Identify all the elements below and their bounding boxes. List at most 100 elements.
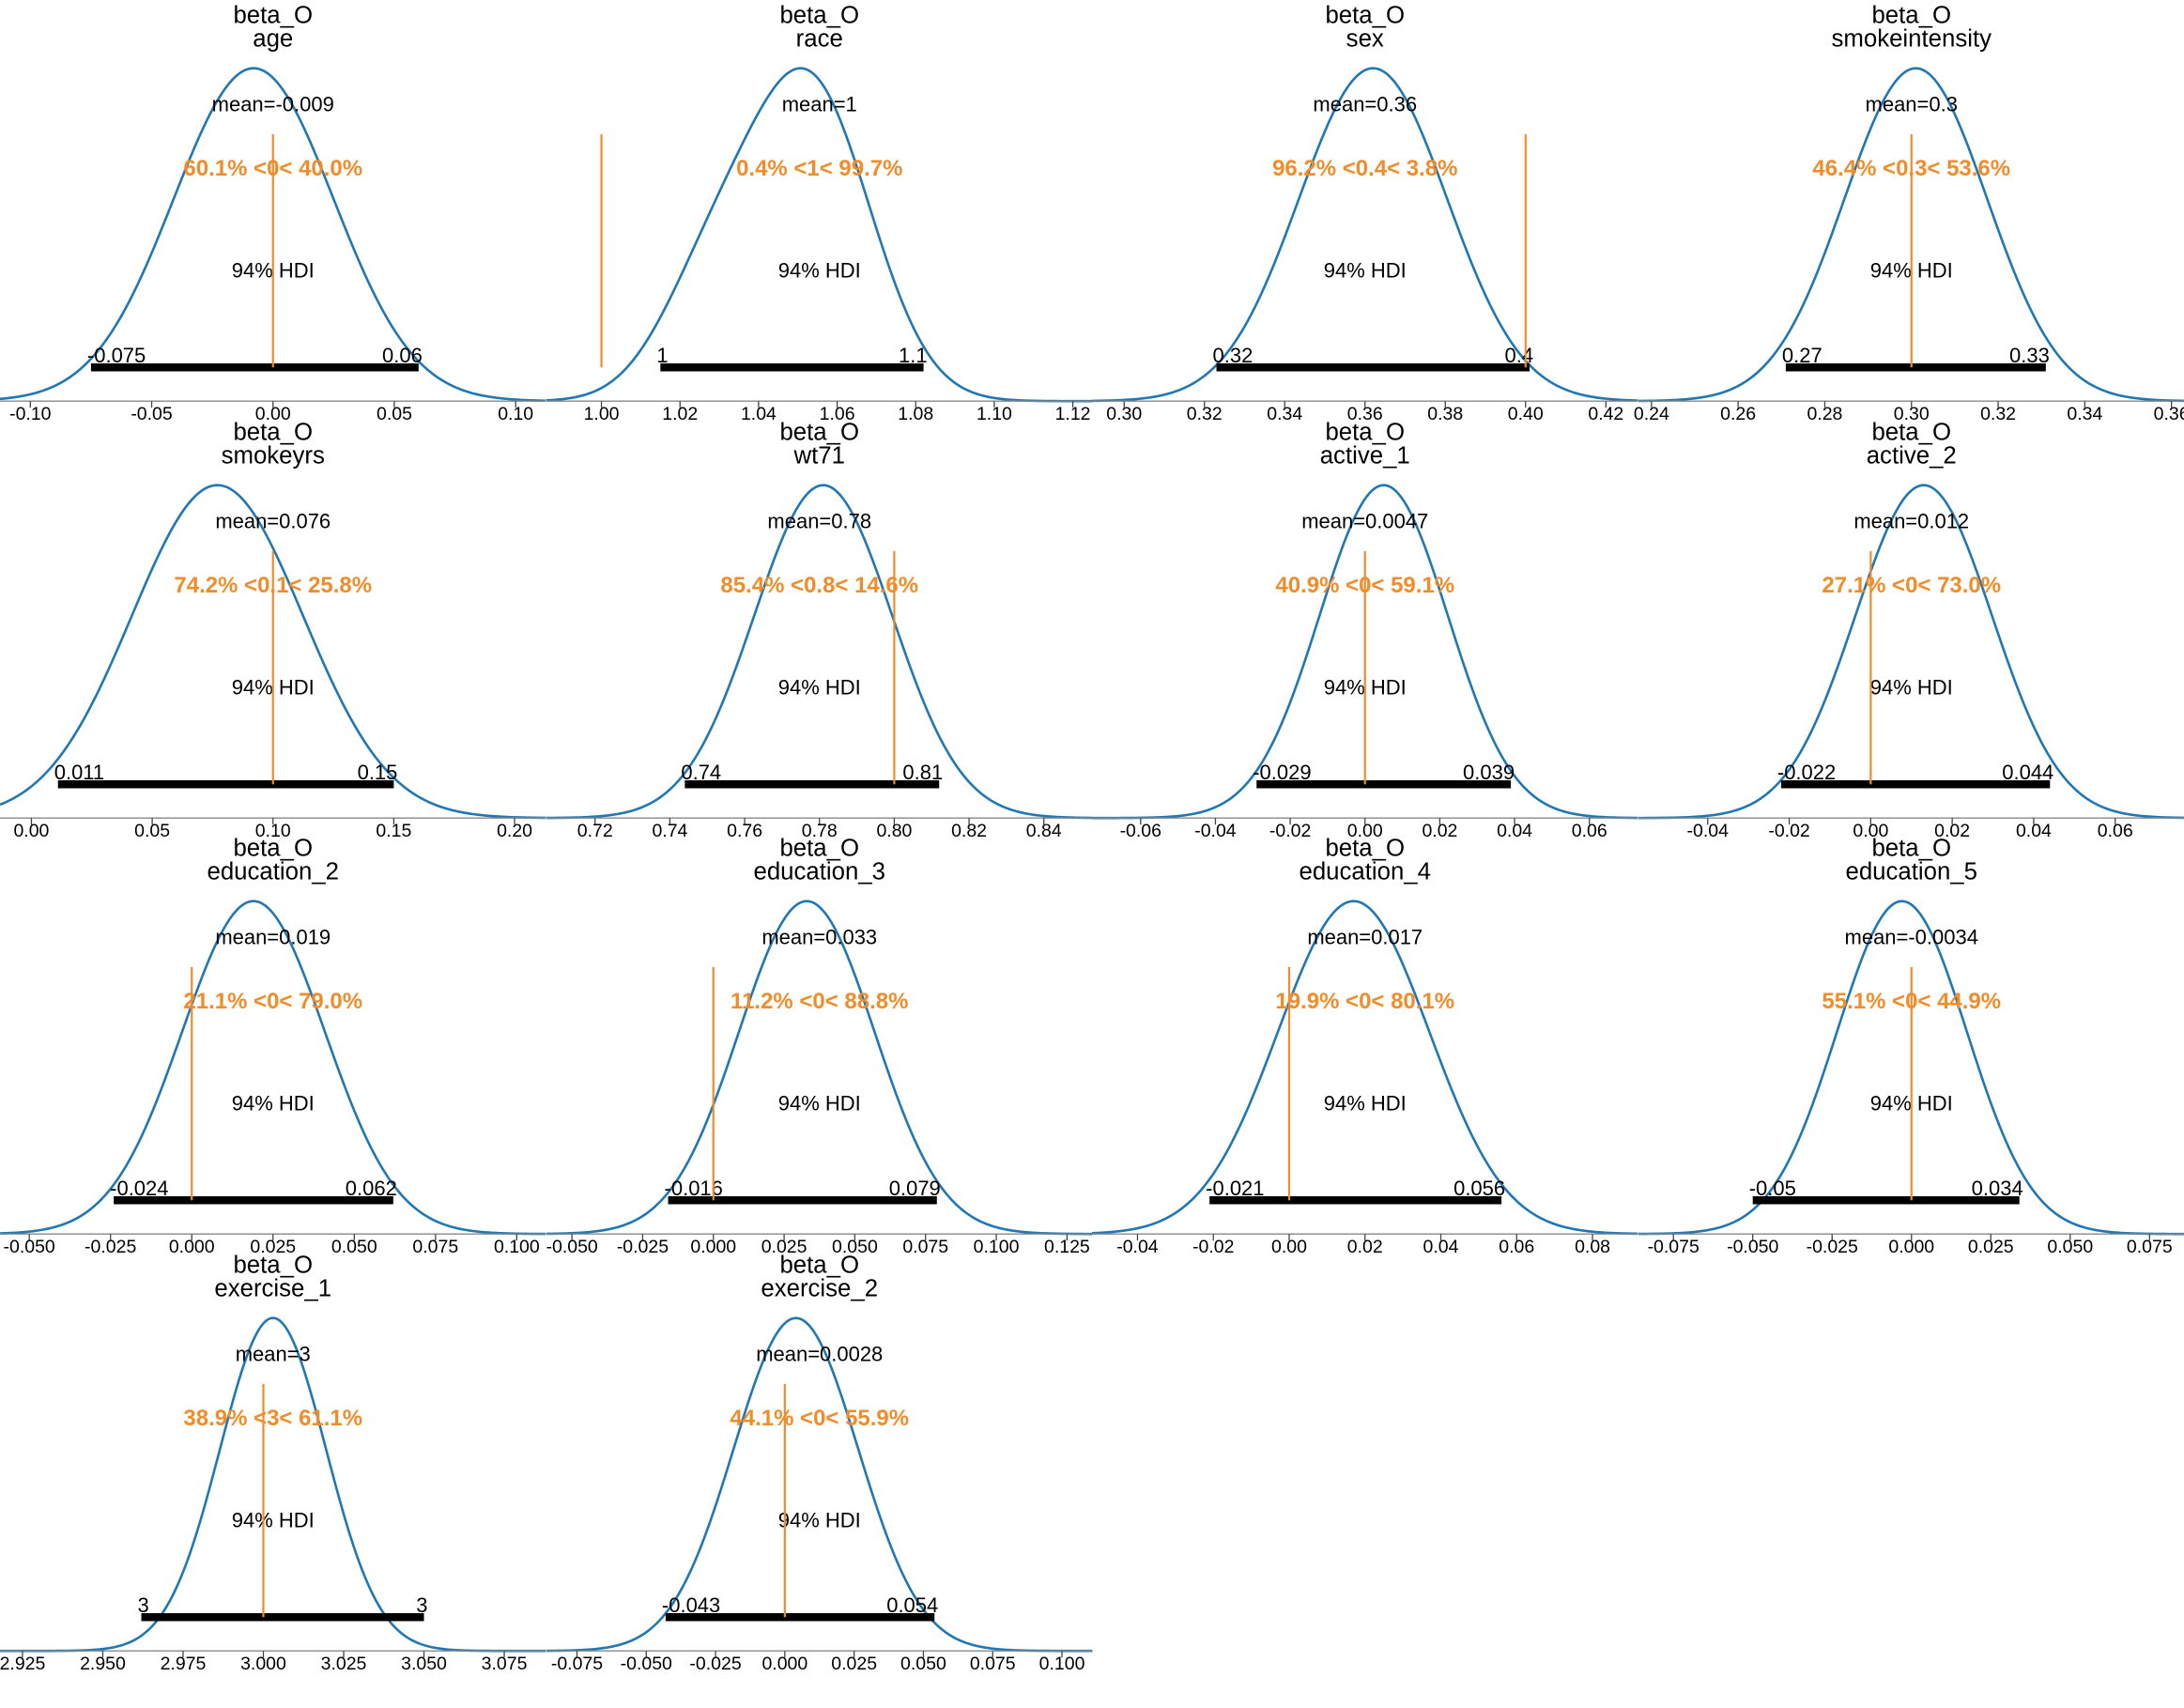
svg-text:0.025: 0.025 [1967,1237,2013,1257]
svg-text:0.000: 0.000 [761,1654,807,1674]
svg-text:3: 3 [416,1593,427,1617]
svg-text:race: race [795,25,842,52]
svg-text:2.925: 2.925 [0,1654,45,1674]
svg-text:-0.029: -0.029 [1253,761,1311,784]
svg-text:beta_O: beta_O [1325,419,1405,445]
svg-text:-0.021: -0.021 [1206,1177,1264,1200]
svg-text:0.050: 0.050 [900,1654,946,1674]
svg-text:1: 1 [656,344,668,367]
svg-text:mean=0.017: mean=0.017 [1307,926,1423,949]
svg-text:education_2: education_2 [208,859,340,885]
svg-text:3.025: 3.025 [321,1654,367,1674]
svg-text:-0.025: -0.025 [689,1654,741,1674]
svg-text:0.100: 0.100 [1038,1654,1084,1674]
svg-text:-0.024: -0.024 [110,1177,168,1200]
svg-text:3: 3 [138,1593,149,1617]
svg-text:0.02: 0.02 [1347,1237,1383,1257]
svg-text:mean=-0.009: mean=-0.009 [212,92,334,115]
svg-text:-0.02: -0.02 [1192,1237,1234,1257]
svg-text:beta_O: beta_O [1325,836,1405,862]
svg-text:beta_O: beta_O [1871,419,1951,445]
svg-text:3.050: 3.050 [401,1654,447,1674]
svg-text:mean=0.3: mean=0.3 [1865,92,1957,115]
svg-text:0.08: 0.08 [1575,1237,1610,1257]
svg-text:0.4: 0.4 [1504,344,1533,367]
svg-text:3.075: 3.075 [482,1654,528,1674]
svg-text:mean=0.0047: mean=0.0047 [1301,509,1428,532]
svg-text:mean=0.78: mean=0.78 [767,509,871,532]
svg-text:0.04: 0.04 [1423,1237,1459,1257]
svg-text:mean=0.019: mean=0.019 [215,926,331,949]
svg-text:38.9% <3< 61.1%: 38.9% <3< 61.1% [183,1405,362,1430]
svg-text:beta_O: beta_O [1325,3,1405,29]
svg-text:85.4% <0.8< 14.6%: 85.4% <0.8< 14.6% [720,572,918,597]
svg-text:beta_O: beta_O [1871,3,1951,29]
svg-text:0.025: 0.025 [831,1654,877,1674]
svg-text:beta_O: beta_O [779,1252,859,1278]
svg-text:-0.075: -0.075 [87,344,146,367]
svg-text:0.27: 0.27 [1781,344,1822,367]
svg-text:0.74: 0.74 [681,761,721,784]
svg-text:0.15: 0.15 [358,761,398,784]
svg-text:3.000: 3.000 [240,1654,286,1674]
svg-text:wt71: wt71 [792,442,844,469]
svg-text:94% HDI: 94% HDI [777,1508,860,1531]
svg-text:94% HDI: 94% HDI [232,1508,315,1531]
svg-text:beta_O: beta_O [1871,836,1951,862]
svg-text:94% HDI: 94% HDI [1869,675,1952,699]
svg-text:-0.025: -0.025 [1806,1237,1857,1257]
svg-text:0.039: 0.039 [1463,761,1515,784]
svg-text:smokeyrs: smokeyrs [222,442,325,469]
svg-text:age: age [253,25,293,52]
svg-text:mean=0.36: mean=0.36 [1313,92,1417,115]
svg-text:94% HDI: 94% HDI [777,675,860,699]
svg-text:exercise_1: exercise_1 [214,1275,331,1301]
svg-text:94% HDI: 94% HDI [1324,258,1407,282]
svg-text:active_1: active_1 [1320,442,1410,469]
svg-text:96.2% <0.4< 3.8%: 96.2% <0.4< 3.8% [1272,156,1457,181]
svg-text:sex: sex [1346,25,1384,52]
svg-text:mean=-0.0034: mean=-0.0034 [1844,926,1977,949]
svg-text:mean=3: mean=3 [236,1342,311,1365]
svg-text:0.00: 0.00 [1271,1237,1307,1257]
svg-text:94% HDI: 94% HDI [232,1092,315,1116]
svg-text:education_5: education_5 [1845,859,1977,885]
svg-text:19.9% <0< 80.1%: 19.9% <0< 80.1% [1275,989,1454,1014]
svg-text:beta_O: beta_O [779,836,859,862]
svg-text:44.1% <0< 55.9%: 44.1% <0< 55.9% [730,1405,909,1430]
svg-text:0.33: 0.33 [2009,344,2050,367]
svg-text:beta_O: beta_O [233,1252,313,1278]
svg-text:education_4: education_4 [1300,859,1432,885]
svg-text:-0.050: -0.050 [620,1654,671,1674]
svg-text:0.32: 0.32 [1213,344,1253,367]
svg-text:0.06: 0.06 [1499,1237,1534,1257]
svg-text:-0.04: -0.04 [1116,1237,1159,1257]
svg-text:0.050: 0.050 [2047,1237,2093,1257]
svg-text:0.011: 0.011 [54,761,104,784]
svg-text:exercise_2: exercise_2 [761,1275,878,1301]
svg-text:0.06: 0.06 [382,344,423,367]
svg-text:mean=0.033: mean=0.033 [761,926,877,949]
svg-text:94% HDI: 94% HDI [777,1092,860,1116]
svg-text:beta_O: beta_O [233,836,313,862]
svg-text:0.81: 0.81 [902,761,943,784]
svg-text:2.975: 2.975 [161,1654,207,1674]
svg-text:education_3: education_3 [753,859,885,885]
svg-text:-0.075: -0.075 [1647,1237,1699,1257]
svg-text:mean=1: mean=1 [781,92,856,115]
svg-text:0.075: 0.075 [2126,1237,2172,1257]
svg-text:94% HDI: 94% HDI [1324,1092,1407,1116]
svg-text:-0.022: -0.022 [1776,761,1835,784]
svg-text:mean=0.012: mean=0.012 [1853,509,1969,532]
svg-text:beta_O: beta_O [233,3,313,29]
svg-text:beta_O: beta_O [779,3,859,29]
svg-text:-0.05: -0.05 [1748,1177,1795,1200]
svg-text:0.4% <1< 99.7%: 0.4% <1< 99.7% [736,156,902,181]
svg-text:94% HDI: 94% HDI [777,258,860,282]
svg-text:mean=0.076: mean=0.076 [215,509,331,532]
svg-text:-0.043: -0.043 [661,1593,719,1617]
svg-text:0.079: 0.079 [888,1177,940,1200]
svg-text:beta_O: beta_O [779,419,859,445]
svg-text:0.056: 0.056 [1453,1177,1505,1200]
svg-text:smokeintensity: smokeintensity [1831,25,1992,52]
